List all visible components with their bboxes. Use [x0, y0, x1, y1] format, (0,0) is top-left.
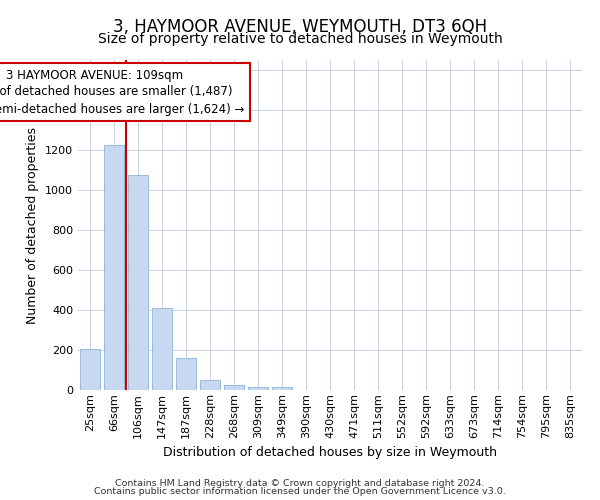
- Y-axis label: Number of detached properties: Number of detached properties: [26, 126, 40, 324]
- Bar: [176, 358, 196, 390]
- Text: Size of property relative to detached houses in Weymouth: Size of property relative to detached ho…: [98, 32, 502, 46]
- Text: 3 HAYMOOR AVENUE: 109sqm
← 47% of detached houses are smaller (1,487)
52% of sem: 3 HAYMOOR AVENUE: 109sqm ← 47% of detach…: [0, 68, 245, 116]
- Bar: [128, 175, 148, 390]
- Text: 3, HAYMOOR AVENUE, WEYMOUTH, DT3 6QH: 3, HAYMOOR AVENUE, WEYMOUTH, DT3 6QH: [113, 18, 487, 36]
- Bar: [80, 349, 100, 390]
- Text: Contains public sector information licensed under the Open Government Licence v3: Contains public sector information licen…: [94, 487, 506, 496]
- X-axis label: Distribution of detached houses by size in Weymouth: Distribution of detached houses by size …: [163, 446, 497, 459]
- Bar: [272, 387, 292, 390]
- Bar: [200, 380, 220, 390]
- Bar: [248, 387, 268, 390]
- Bar: [224, 385, 244, 390]
- Bar: [152, 308, 172, 390]
- Text: Contains HM Land Registry data © Crown copyright and database right 2024.: Contains HM Land Registry data © Crown c…: [115, 478, 485, 488]
- Bar: [104, 145, 124, 390]
